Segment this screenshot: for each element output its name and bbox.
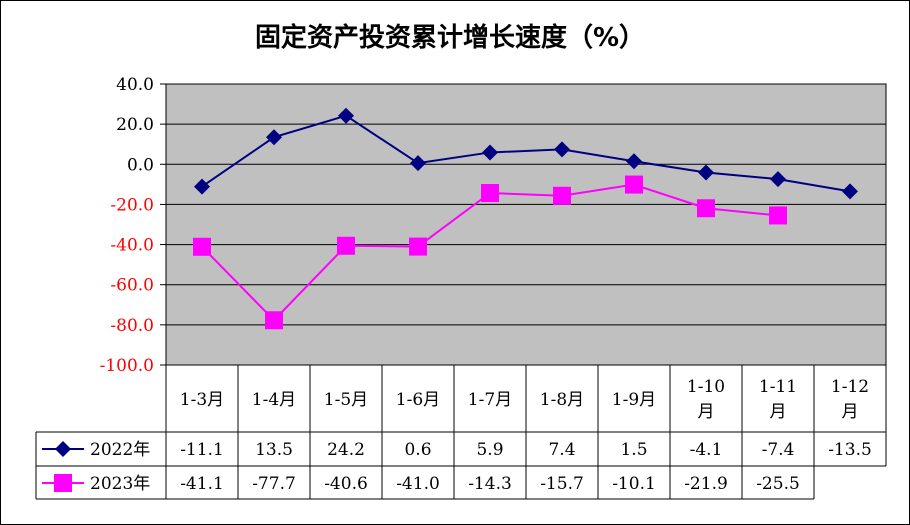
data-label: -10.1 xyxy=(612,474,656,494)
data-label: -25.5 xyxy=(756,474,800,494)
y-tick-label: 40.0 xyxy=(116,75,154,95)
data-label: 7.4 xyxy=(548,440,575,460)
legend-square-icon xyxy=(54,474,72,492)
data-label: -4.1 xyxy=(690,440,723,460)
data-label: 0.6 xyxy=(404,440,431,460)
data-label: 5.9 xyxy=(476,440,503,460)
data-label: -40.6 xyxy=(324,474,368,494)
data-label: -21.9 xyxy=(684,474,728,494)
data-label: -41.1 xyxy=(180,474,224,494)
y-tick-label: -20.0 xyxy=(110,195,154,215)
y-tick-label: -60.0 xyxy=(110,276,154,296)
legend-label: 2023年 xyxy=(90,474,150,494)
data-label: -14.3 xyxy=(468,474,512,494)
y-tick-label: -40.0 xyxy=(110,236,154,256)
diamond-marker xyxy=(338,107,354,124)
category-label: 1-9月 xyxy=(612,390,656,410)
y-tick-label: 0.0 xyxy=(127,155,154,175)
category-label: 1-10 xyxy=(687,377,725,397)
data-label: -13.5 xyxy=(828,440,872,460)
category-label: 月 xyxy=(842,402,859,422)
square-marker xyxy=(625,175,643,194)
diamond-marker xyxy=(626,153,642,170)
square-marker xyxy=(409,237,427,256)
legend-diamond-icon xyxy=(55,441,71,457)
square-marker xyxy=(193,237,211,256)
square-marker xyxy=(553,186,571,205)
y-tick-label: -80.0 xyxy=(110,316,154,336)
square-marker xyxy=(769,206,787,225)
category-label: 1-3月 xyxy=(180,390,224,410)
category-label: 1-11 xyxy=(759,377,797,397)
plot-area xyxy=(165,83,887,366)
diamond-marker xyxy=(194,178,210,195)
data-label: 24.2 xyxy=(327,440,365,460)
gridlines xyxy=(166,123,886,326)
y-tick-label: -100.0 xyxy=(100,356,154,376)
diamond-marker xyxy=(410,155,426,172)
diamond-marker xyxy=(266,129,282,146)
square-marker xyxy=(337,236,355,255)
square-marker xyxy=(481,183,499,202)
diamond-marker xyxy=(770,171,786,188)
y-axis: 40.0 20.0 0.0 -20.0 -40.0 -60.0 -80.0 -100.0 xyxy=(100,75,167,376)
y-tick-label: 20.0 xyxy=(116,115,154,135)
square-marker xyxy=(265,311,283,330)
category-label: 月 xyxy=(770,402,787,422)
data-label: 1.5 xyxy=(620,440,647,460)
diamond-marker xyxy=(482,144,498,161)
category-label: 月 xyxy=(698,402,715,422)
category-label: 1-5月 xyxy=(324,390,368,410)
legend-label: 2022年 xyxy=(90,440,150,460)
diamond-marker xyxy=(554,141,570,158)
category-label: 1-7月 xyxy=(468,390,512,410)
category-label: 1-8月 xyxy=(540,390,584,410)
data-table: 1-3月 1-4月 1-5月 1-6月 1-7月 1-8月 1-9月 1-10 月 1-11 月 1-… xyxy=(35,364,887,500)
category-label: 1-12 xyxy=(831,377,869,397)
chart-title: 固定资产投资累计增长速度（%） xyxy=(255,22,645,53)
data-label: -7.4 xyxy=(762,440,795,460)
series-line-2022年 xyxy=(201,114,851,193)
data-label: 13.5 xyxy=(255,440,293,460)
square-marker xyxy=(697,199,715,218)
category-label: 1-6月 xyxy=(396,390,440,410)
data-label: -77.7 xyxy=(252,474,296,494)
diamond-marker xyxy=(842,183,858,200)
category-label: 1-4月 xyxy=(252,390,296,410)
plot-background xyxy=(165,83,887,366)
series-markers xyxy=(193,107,858,330)
data-label: -11.1 xyxy=(180,440,224,460)
data-label: -41.0 xyxy=(396,474,440,494)
diamond-marker xyxy=(698,164,714,181)
data-label: -15.7 xyxy=(540,474,584,494)
